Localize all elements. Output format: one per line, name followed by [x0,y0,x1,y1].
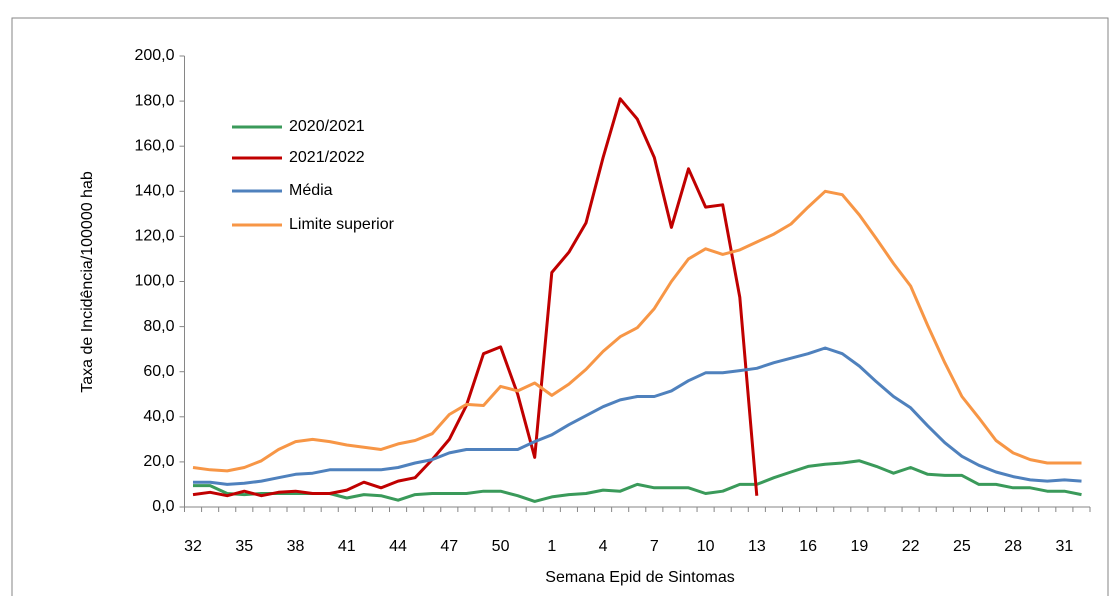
y-tick-label: 200,0 [134,47,174,64]
x-tick-label: 50 [492,538,510,555]
y-tick-label: 140,0 [134,183,174,200]
x-tick-label: 38 [287,538,305,555]
x-tick-label: 10 [697,538,715,555]
series-line [193,346,1082,486]
y-tick-label: 60,0 [143,363,174,380]
x-tick-label: 13 [748,538,766,555]
y-tick-label: 80,0 [143,318,174,335]
x-tick-label: 19 [850,538,868,555]
y-tick-label: 0,0 [152,498,174,515]
x-tick-label: 32 [184,538,202,555]
legend-label: 2020/2021 [289,118,365,135]
x-tick-label: 41 [338,538,356,555]
y-tick-label: 180,0 [134,92,174,109]
y-tick-label: 40,0 [143,408,174,425]
chart-frame [11,17,1109,596]
legend-label: Limite superior [289,216,395,233]
x-tick-label: 28 [1004,538,1022,555]
x-tick-label: 22 [902,538,920,555]
x-tick-label: 16 [799,538,817,555]
x-tick-label: 25 [953,538,971,555]
y-tick-label: 120,0 [134,228,174,245]
x-tick-label: 4 [599,538,608,555]
series-line [193,459,1082,503]
x-tick-label: 31 [1055,538,1073,555]
y-tick-label: 20,0 [143,453,174,470]
x-tick-label: 35 [235,538,253,555]
legend-label: Média [289,182,333,199]
x-tick-label: 1 [547,538,556,555]
series-line [192,97,759,498]
x-axis-label: Semana Epid de Sintomas [545,569,734,586]
y-tick-label: 160,0 [134,137,174,154]
x-tick-label: 7 [650,538,659,555]
series-line [192,189,1082,473]
y-tick-label: 100,0 [134,273,174,290]
y-axis-label: Taxa de Incidência/100000 hab [79,171,96,393]
x-tick-label: 44 [389,538,407,555]
legend-label: 2021/2022 [289,149,365,166]
x-tick-label: 47 [440,538,458,555]
